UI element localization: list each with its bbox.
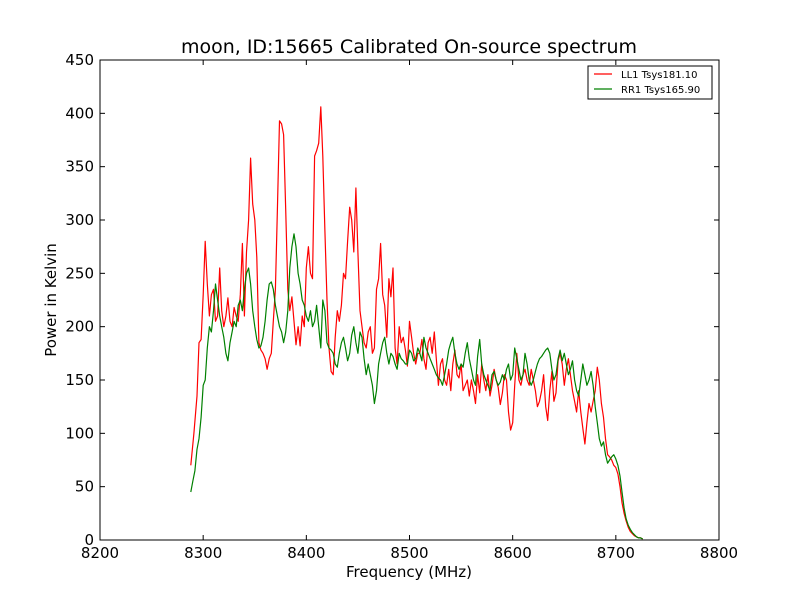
y-tick-label: 100: [65, 424, 94, 442]
x-tick-label: 8500: [390, 544, 428, 562]
x-tick-label: 8300: [184, 544, 222, 562]
y-tick-label: 0: [84, 531, 94, 549]
x-tick-label: 8200: [81, 544, 119, 562]
series-line-0: [190, 106, 643, 540]
y-tick-label: 300: [65, 211, 94, 229]
x-tick-label: 8700: [597, 544, 635, 562]
y-tick-label: 250: [65, 264, 94, 282]
chart-title: moon, ID:15665 Calibrated On-source spec…: [181, 36, 637, 58]
y-tick-label: 200: [65, 318, 94, 336]
legend-label-ll1: LL1 Tsys181.10: [621, 70, 697, 81]
y-tick-label: 150: [65, 371, 94, 389]
legend: LL1 Tsys181.10 RR1 Tsys165.90: [587, 65, 713, 100]
y-axis-label: Power in Kelvin: [42, 243, 60, 357]
y-tick-label: 350: [65, 158, 94, 176]
x-axis: 8200 8300 8400 8500 8600 8700 8800: [81, 60, 738, 562]
x-tick-label: 8600: [494, 544, 532, 562]
y-axis: 0 50 100 150 200 250 300 350 400 450: [65, 51, 719, 549]
x-tick-label: 8400: [287, 544, 325, 562]
x-axis-label: Frequency (MHz): [346, 563, 472, 581]
legend-label-rr1: RR1 Tsys165.90: [621, 85, 700, 96]
y-tick-label: 50: [75, 478, 94, 496]
series-layer: [190, 106, 643, 540]
y-tick-label: 400: [65, 104, 94, 122]
legend-box: [587, 65, 713, 100]
y-tick-label: 450: [65, 51, 94, 69]
x-tick-label: 8800: [700, 544, 738, 562]
series-line-1: [190, 233, 643, 540]
